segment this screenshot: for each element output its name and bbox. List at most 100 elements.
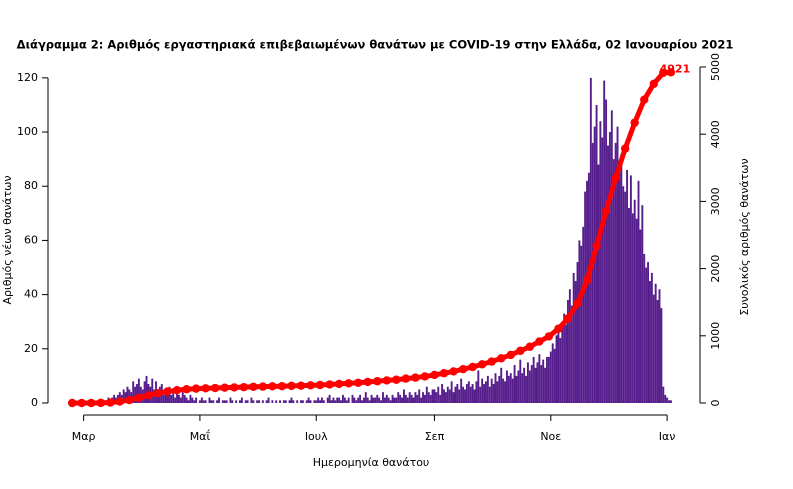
bar [387,397,390,403]
bar [221,400,224,403]
y2-tick-label: 4000 [709,120,722,148]
bar [587,172,590,403]
bar [195,397,198,403]
bar [374,397,377,403]
bar [181,392,184,403]
bar [370,394,373,403]
bar [271,400,274,403]
cumulative-point [420,372,430,381]
bar [282,400,285,403]
bar [582,226,585,403]
cumulative-point [582,276,592,285]
cumulative-point [401,374,411,383]
bar [401,397,404,403]
bar [437,386,440,403]
bar [536,362,539,403]
x-tick-label: Ιουλ [305,430,328,443]
bar [599,121,602,404]
bar [519,359,522,403]
bar [338,397,341,403]
bar [452,392,455,403]
cumulative-point [659,68,668,77]
cumulative-point [620,144,630,153]
bar [300,400,302,403]
cumulative-point [172,385,182,395]
bar [660,308,663,403]
bar [315,400,318,403]
bar [656,300,659,403]
cumulative-point [392,375,401,384]
bar [258,400,260,403]
bar [136,384,138,403]
bar [383,397,386,403]
bar [359,394,362,403]
bar [597,164,600,403]
bar [334,400,337,403]
y2-tick-label: 1000 [709,322,722,350]
bar [641,205,644,403]
cumulative-point [640,95,649,104]
bar [643,253,646,403]
bar [393,397,396,403]
bar [443,389,445,403]
y-tick-label: 100 [17,125,38,138]
bar [244,400,247,403]
cumulative-point [525,342,535,351]
bar [391,394,394,403]
bar [425,386,428,403]
bar [668,400,670,403]
bar [408,392,411,403]
bar [322,400,325,403]
cumulative-point [554,324,563,333]
bar [637,180,640,403]
y2-axis-label: Συνολικός αριθμός θανάτων [738,158,751,315]
bar [460,378,463,403]
bar [618,172,621,403]
bar [534,367,537,403]
bar [200,397,203,403]
bar [290,397,293,403]
cumulative-point [268,382,277,391]
bar [591,142,594,403]
cumulative-point [249,382,258,392]
x-axis-label: Ημερομηνία θανάτου [313,456,430,469]
bar [427,392,430,403]
x-tick-label: Μαρ [72,430,96,443]
bar [267,397,270,403]
bar [570,305,573,403]
bar [355,400,358,403]
cumulative-point [125,395,134,405]
y2-tick-label: 0 [709,400,722,407]
bar [187,400,190,403]
bar [279,400,281,403]
bar [126,386,129,403]
bar [317,397,320,403]
bar [616,126,619,403]
cumulative-point [516,346,525,356]
bar [553,348,556,403]
bar [134,386,137,403]
bar [523,367,526,403]
bar [494,373,497,403]
bar [647,262,650,403]
bar [450,381,453,403]
bar [483,384,486,403]
bar [406,397,409,403]
bar [565,324,568,403]
bar [240,397,243,403]
y2-tick-label: 3000 [709,187,722,215]
bar [292,400,295,403]
bar [469,386,472,403]
cumulative-point [106,398,115,407]
bar [307,397,310,403]
y-tick-label: 40 [24,288,38,301]
cumulative-point [277,382,287,391]
bar [601,137,604,404]
cumulative-point [592,241,601,251]
bar [546,356,548,403]
cumulative-point [258,382,268,391]
cumulative-point [573,299,582,308]
cumulative-point [430,370,439,380]
bar [431,389,434,403]
cumulative-point [182,385,191,394]
